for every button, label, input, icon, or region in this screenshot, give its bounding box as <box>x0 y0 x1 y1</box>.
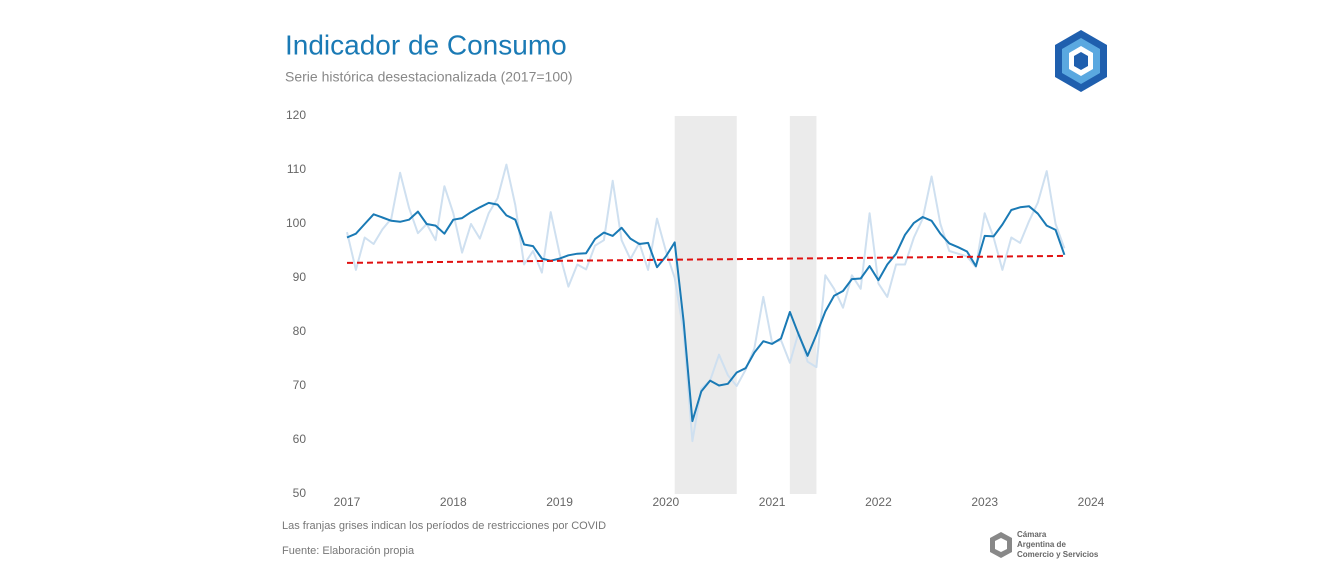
chart-title: Indicador de Consumo <box>285 29 567 60</box>
x-tick-label: 2020 <box>653 495 680 509</box>
covid-band <box>674 116 737 494</box>
chart-subtitle: Serie histórica desestacionalizada (2017… <box>285 69 573 85</box>
x-tick-label: 2019 <box>546 495 573 509</box>
org-name: Cámara <box>1017 530 1047 539</box>
y-tick-label: 120 <box>286 108 306 122</box>
covid-band <box>789 116 817 494</box>
y-tick-label: 70 <box>293 378 307 392</box>
y-tick-label: 100 <box>286 216 306 230</box>
org-logo <box>990 532 1012 558</box>
x-tick-label: 2018 <box>440 495 467 509</box>
org-name: Comercio y Servicios <box>1017 550 1099 559</box>
logo <box>1055 30 1107 92</box>
org-name: Argentina de <box>1017 540 1066 549</box>
note: Las franjas grises indican los períodos … <box>282 520 606 532</box>
series-line <box>346 201 1066 423</box>
x-tick-label: 2017 <box>334 495 361 509</box>
y-tick-label: 60 <box>293 432 307 446</box>
x-tick-label: 2024 <box>1078 495 1105 509</box>
x-tick-label: 2022 <box>865 495 892 509</box>
x-tick-label: 2023 <box>971 495 998 509</box>
y-tick-label: 90 <box>293 270 307 284</box>
y-tick-label: 50 <box>293 486 307 500</box>
source: Fuente: Elaboración propia <box>282 545 415 557</box>
y-tick-label: 110 <box>287 162 306 176</box>
y-tick-label: 80 <box>293 324 307 338</box>
x-tick-label: 2021 <box>759 495 786 509</box>
